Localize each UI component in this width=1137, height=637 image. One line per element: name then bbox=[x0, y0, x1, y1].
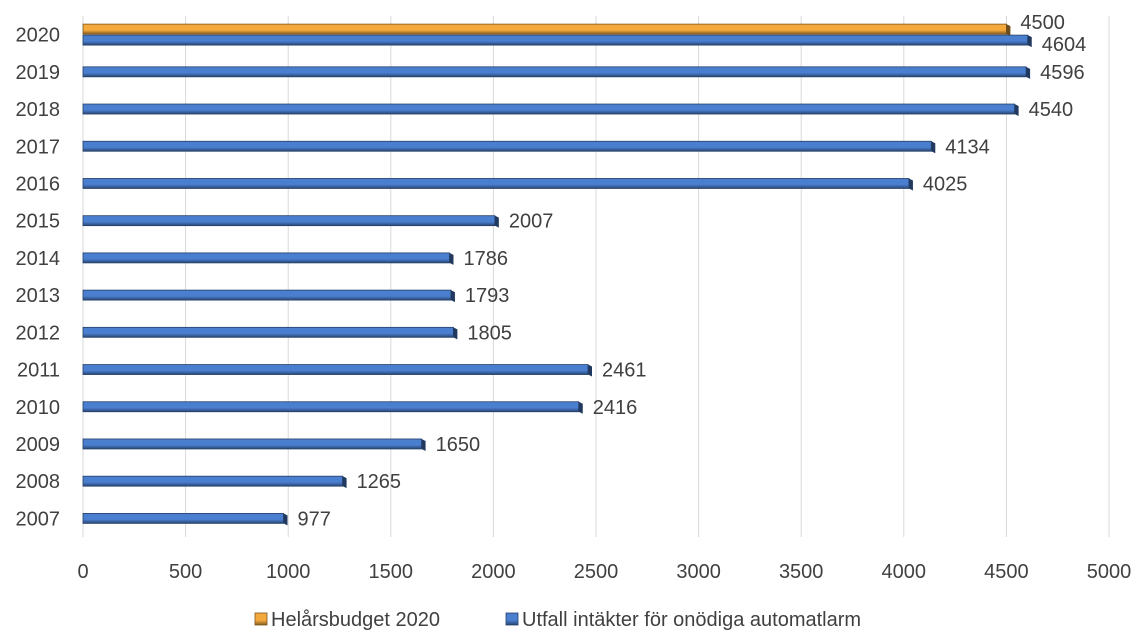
bar-edge bbox=[1006, 24, 1011, 37]
x-tick-label: 5000 bbox=[1087, 561, 1132, 583]
y-tick-label: 2014 bbox=[16, 248, 61, 270]
bar-edge bbox=[587, 364, 592, 377]
data-label: 2461 bbox=[602, 360, 647, 382]
data-label: 4596 bbox=[1040, 62, 1085, 84]
legend-label: Helårsbudget 2020 bbox=[271, 609, 440, 631]
y-tick-label: 2019 bbox=[16, 62, 61, 84]
data-label: 1265 bbox=[357, 471, 402, 493]
y-tick-label: 2012 bbox=[16, 322, 61, 344]
data-label: 4604 bbox=[1042, 34, 1087, 56]
x-tick-label: 500 bbox=[169, 561, 202, 583]
data-label: 4540 bbox=[1029, 99, 1074, 121]
y-tick-label: 2008 bbox=[16, 471, 61, 493]
data-label: 977 bbox=[297, 508, 330, 530]
y-tick-label: 2007 bbox=[16, 508, 61, 530]
x-axis-ticks: 0 500 1000 1500 2000 2500 3000 3500 4000 4500 5000 bbox=[77, 561, 1131, 583]
y-tick-label: 2009 bbox=[16, 434, 61, 456]
bars bbox=[82, 23, 1032, 526]
bar bbox=[82, 34, 1029, 46]
data-label: 4134 bbox=[945, 136, 990, 158]
legend-item: Helårsbudget 2020 bbox=[254, 609, 440, 631]
data-label: 1793 bbox=[465, 285, 510, 307]
legend-item: Utfall intäkter för onödiga automatlarm bbox=[505, 609, 861, 631]
bar bbox=[82, 438, 422, 450]
x-tick-label: 2500 bbox=[574, 561, 619, 583]
y-tick-label: 2013 bbox=[16, 285, 61, 307]
bar-edge bbox=[1014, 104, 1019, 117]
data-label: 4500 bbox=[1020, 12, 1065, 34]
y-tick-label: 2018 bbox=[16, 99, 61, 121]
x-tick-label: 4500 bbox=[984, 561, 1029, 583]
bar bbox=[82, 178, 910, 189]
bar-edge bbox=[421, 438, 426, 451]
bar-edge bbox=[931, 141, 936, 154]
x-tick-label: 2000 bbox=[471, 561, 516, 583]
y-tick-label: 2015 bbox=[16, 211, 61, 233]
x-tick-label: 4000 bbox=[882, 561, 927, 583]
data-label: 1650 bbox=[436, 434, 481, 456]
y-tick-label: 2011 bbox=[17, 360, 60, 382]
bar bbox=[82, 252, 450, 264]
y-axis-ticks: 2020 2019 2018 2017 2016 2015 2014 2013 2012 2011… bbox=[16, 25, 61, 531]
bar bbox=[82, 475, 343, 487]
legend: Helårsbudget 2020 Utfall intäkter för onö… bbox=[254, 609, 861, 631]
legend-label: Utfall intäkter för onödiga automatlarm bbox=[522, 609, 861, 631]
bar-edge bbox=[283, 513, 288, 526]
legend-swatch bbox=[254, 612, 268, 626]
bar bbox=[82, 103, 1016, 115]
x-tick-label: 0 bbox=[77, 561, 88, 583]
bar-edge bbox=[494, 215, 499, 228]
y-tick-label: 2017 bbox=[16, 136, 61, 158]
x-tick-label: 3000 bbox=[676, 561, 721, 583]
bar-edge bbox=[1026, 66, 1031, 79]
bar-edge bbox=[908, 178, 913, 191]
bar-edge bbox=[450, 290, 455, 303]
bar-edge bbox=[578, 401, 583, 414]
bar bbox=[82, 401, 580, 413]
data-label: 2416 bbox=[593, 397, 638, 419]
bar bbox=[82, 289, 452, 301]
y-tick-label: 2020 bbox=[16, 25, 61, 47]
x-tick-label: 1500 bbox=[369, 561, 414, 583]
data-label: 2007 bbox=[509, 211, 554, 233]
bar-edge bbox=[342, 476, 347, 489]
bar bbox=[82, 512, 284, 524]
data-label: 1786 bbox=[463, 248, 508, 270]
bar bbox=[82, 23, 1007, 35]
data-label: 1805 bbox=[467, 322, 512, 344]
bar bbox=[82, 66, 1027, 78]
bar bbox=[82, 326, 454, 338]
bar-edge bbox=[449, 252, 454, 265]
bar-edge bbox=[453, 327, 458, 340]
x-tick-label: 3500 bbox=[779, 561, 824, 583]
bar-edge bbox=[1027, 35, 1032, 48]
bar bbox=[82, 364, 589, 375]
bar bbox=[82, 215, 496, 227]
gridlines bbox=[82, 16, 1110, 537]
data-label: 4025 bbox=[923, 173, 968, 195]
x-tick-label: 1000 bbox=[266, 561, 311, 583]
y-tick-label: 2010 bbox=[16, 397, 61, 419]
y-tick-label: 2016 bbox=[16, 173, 61, 195]
legend-swatch bbox=[505, 612, 519, 626]
bar bbox=[82, 140, 932, 152]
